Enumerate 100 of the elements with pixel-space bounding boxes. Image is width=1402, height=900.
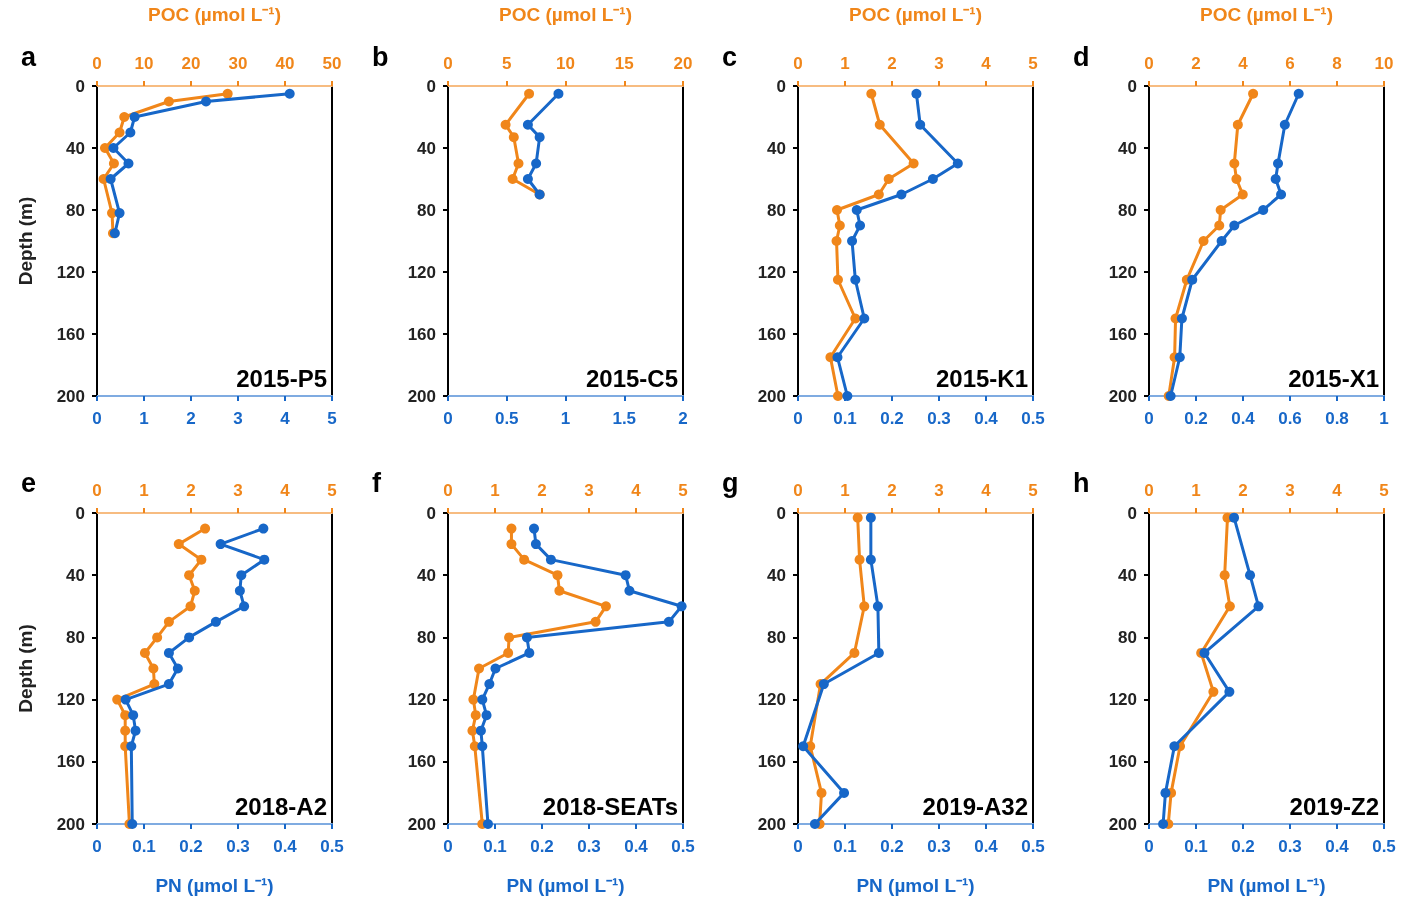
y-tick-label: 120	[56, 262, 85, 282]
y-tick-label: 120	[407, 262, 436, 282]
point	[1273, 158, 1284, 169]
x2-tick-label: 0	[1144, 481, 1154, 500]
point	[163, 647, 174, 658]
point	[184, 632, 195, 643]
x2-tick-label: 0	[92, 54, 102, 73]
y-tick-label: 0	[426, 503, 436, 523]
point	[832, 352, 843, 363]
x-tick-label: 3	[233, 409, 243, 428]
y-tick-label: 200	[56, 386, 85, 406]
y-tick-label: 200	[1108, 386, 1137, 406]
annotation: 2015-C5	[585, 364, 678, 392]
point	[531, 158, 542, 169]
y-tick-label: 0	[75, 76, 85, 96]
point	[172, 663, 183, 674]
point	[676, 601, 687, 612]
chart-title: c	[722, 41, 738, 72]
point	[477, 741, 488, 752]
point	[258, 523, 269, 534]
point	[529, 523, 540, 534]
annotation: 2018-A2	[234, 792, 327, 820]
y-tick-label: 80	[767, 200, 786, 220]
y-tick-label: 120	[56, 690, 85, 710]
x2-tick-label: 0	[1144, 54, 1154, 73]
x2-tick-label: 8	[1332, 54, 1342, 73]
x2-tick-label: 1	[1191, 481, 1201, 500]
x-tick-label: 0.2	[530, 837, 554, 856]
y-tick-label: 0	[776, 503, 786, 523]
point	[481, 710, 492, 721]
x2-tick-label: 5	[1379, 481, 1389, 500]
x2-tick-label: 3	[233, 481, 243, 500]
point	[114, 208, 125, 219]
x-tick-label: 0.5	[1021, 409, 1045, 428]
x-tick-label: 0.1	[132, 837, 156, 856]
x2-tick-label: 4	[981, 54, 992, 73]
x2-axis-title: POC (µmol L⁻¹)	[498, 4, 633, 25]
point	[1229, 220, 1240, 231]
chart-title: g	[722, 467, 739, 498]
x2-tick-label: 1	[490, 481, 500, 500]
point	[553, 88, 564, 99]
chart-title: d	[1073, 41, 1090, 72]
x2-tick-label: 10	[556, 54, 575, 73]
point	[120, 694, 131, 705]
point	[130, 725, 141, 736]
point	[1258, 205, 1269, 215]
x2-tick-label: 4	[981, 481, 992, 500]
x-axis-title: PN (µmol L⁻¹)	[856, 875, 975, 896]
y-tick-label: 40	[1118, 138, 1137, 158]
point	[521, 632, 532, 643]
point	[522, 174, 533, 184]
x-tick-label: 4	[280, 409, 291, 428]
x2-tick-label: 1	[840, 54, 850, 73]
y-tick-label: 80	[1118, 627, 1137, 647]
x2-tick-label: 2	[887, 54, 897, 73]
y-tick-label: 200	[407, 814, 436, 834]
point	[952, 158, 963, 169]
y-tick-label: 0	[776, 76, 786, 96]
y-tick-label: 80	[1118, 200, 1137, 220]
x2-tick-label: 3	[934, 481, 944, 500]
x-tick-label: 0.4	[1325, 837, 1350, 856]
x2-tick-label: 10	[134, 54, 154, 73]
x2-tick-label: 2	[887, 481, 897, 500]
point	[865, 554, 876, 565]
x2-axis-title: POC (µmol L⁻¹)	[1199, 4, 1334, 25]
y-tick-label: 0	[1127, 76, 1137, 96]
point	[522, 119, 533, 130]
y-tick-label: 160	[56, 752, 85, 772]
x-tick-label: 0.5	[1372, 837, 1396, 856]
point	[239, 601, 250, 612]
x2-tick-label: 0	[443, 481, 453, 500]
point	[482, 819, 493, 829]
x-tick-label: 0.2	[1231, 837, 1255, 856]
x2-axis-title: POC (µmol L⁻¹)	[848, 4, 983, 25]
x-tick-label: 0	[1144, 409, 1154, 428]
x-tick-label: 0.5	[494, 409, 519, 428]
x-tick-label: 0.2	[880, 409, 904, 428]
y-tick-label: 160	[407, 752, 436, 772]
x2-tick-label: 50	[322, 54, 342, 73]
y-tick-label: 160	[1108, 324, 1137, 344]
x2-tick-label: 5	[1028, 54, 1038, 73]
y-tick-label: 80	[66, 627, 85, 647]
point	[842, 391, 853, 401]
point	[236, 570, 247, 581]
chart-title: e	[21, 467, 37, 498]
x-tick-label: 0.3	[927, 837, 951, 856]
point	[624, 585, 635, 596]
y-tick-label: 0	[1127, 503, 1137, 523]
x2-tick-label: 10	[1374, 54, 1394, 73]
point	[1253, 601, 1264, 612]
x2-tick-label: 3	[934, 54, 944, 73]
point	[865, 512, 876, 523]
x-tick-label: 0	[443, 409, 453, 428]
x-tick-label: 2	[186, 409, 196, 428]
chart-title: h	[1073, 467, 1090, 498]
x2-tick-label: 1	[840, 481, 850, 500]
point	[201, 96, 212, 107]
x-tick-label: 0	[793, 409, 803, 428]
point	[475, 725, 486, 736]
point	[839, 787, 850, 798]
